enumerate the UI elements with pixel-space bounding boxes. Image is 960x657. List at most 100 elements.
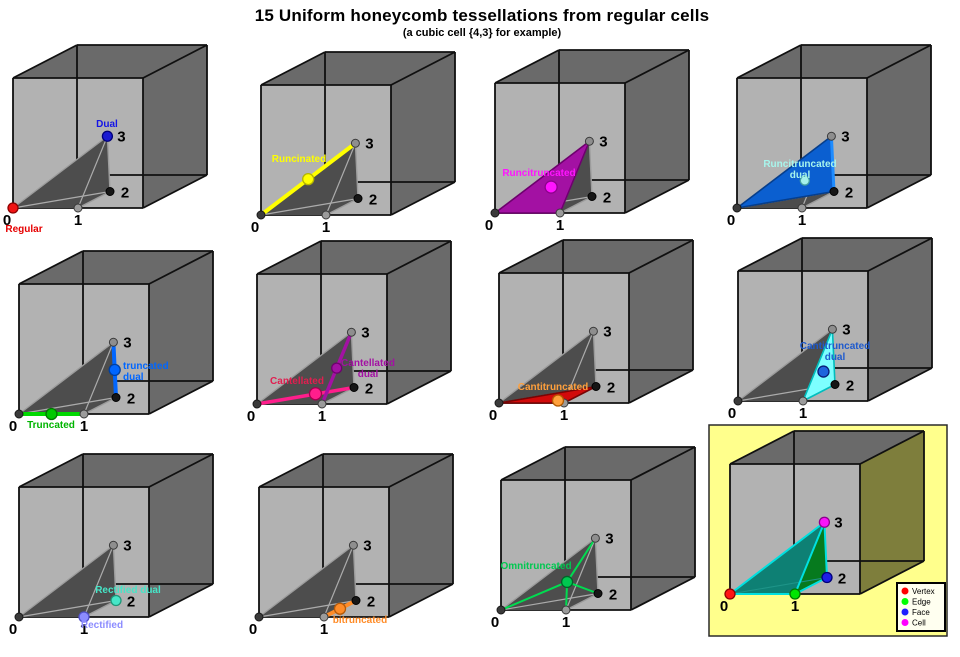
construction-label: Runcitruncated bbox=[763, 159, 836, 170]
tetra-edge bbox=[18, 341, 115, 415]
vertex-dot-1 bbox=[73, 203, 83, 213]
highlight-dot bbox=[818, 516, 831, 528]
highlight-dot bbox=[560, 575, 574, 589]
tetra-edge bbox=[794, 521, 826, 595]
cube-face-left bbox=[13, 45, 77, 208]
vertex-number-label: 0 bbox=[728, 405, 736, 422]
vertex-number-label: 1 bbox=[322, 219, 330, 236]
cube-face-left bbox=[19, 251, 83, 414]
cube-edge bbox=[142, 174, 208, 209]
vertex-number-label: 0 bbox=[9, 418, 17, 435]
vertex-number-label: 0 bbox=[727, 212, 735, 229]
vertex-dot-1 bbox=[798, 396, 808, 406]
cube-edge bbox=[859, 430, 925, 465]
vertex-dot-0 bbox=[490, 208, 500, 218]
tetra-edge bbox=[258, 544, 355, 618]
vertex-number-label: 1 bbox=[560, 407, 568, 424]
construction-label: Runcitruncated bbox=[502, 168, 575, 179]
vertex-dot-3 bbox=[827, 324, 837, 334]
highlight-dot bbox=[302, 172, 315, 186]
vertex-dot-0 bbox=[496, 605, 506, 615]
cube-face-right bbox=[868, 238, 932, 401]
vertex-number-label: 0 bbox=[3, 212, 11, 229]
vertex-number-label: 1 bbox=[320, 621, 328, 638]
cube-face-left bbox=[730, 431, 794, 594]
vertex-dot-2 bbox=[353, 194, 363, 203]
tetra-edge bbox=[83, 396, 117, 415]
panel-runcinated: 0 1 2 3 Runcinated bbox=[251, 51, 456, 236]
cube-face-left bbox=[259, 454, 323, 617]
cube-edge bbox=[624, 179, 690, 214]
tetra-edge bbox=[801, 190, 835, 209]
cube-edge bbox=[18, 453, 84, 488]
cube-edge bbox=[628, 239, 694, 274]
cube-face-right bbox=[149, 251, 213, 414]
vertex-dot-1 bbox=[561, 605, 571, 615]
cube-edge bbox=[630, 576, 696, 611]
tetra-edge bbox=[321, 386, 355, 405]
vertex-dot-3 bbox=[108, 337, 118, 347]
tetra-edge bbox=[729, 521, 826, 595]
cube-edge bbox=[390, 51, 456, 86]
cube-face-left bbox=[738, 238, 802, 401]
vertex-number-label: 1 bbox=[318, 408, 326, 425]
legend-dot-edge bbox=[901, 598, 909, 605]
tetra-edge bbox=[565, 592, 599, 611]
vertex-number-label: 0 bbox=[485, 217, 493, 234]
construction-label: Runcinated bbox=[272, 154, 326, 165]
tetra-edge bbox=[498, 330, 595, 404]
vertex-dot-0 bbox=[252, 399, 262, 409]
vertex-number-label: 0 bbox=[247, 408, 255, 425]
vertex-dot-3 bbox=[108, 540, 118, 550]
cube-face-right bbox=[143, 45, 207, 208]
cube-face-right bbox=[631, 447, 695, 610]
legend-dot-face bbox=[901, 608, 909, 616]
vertex-number-label: 2 bbox=[121, 185, 129, 202]
vertex-number-label: 2 bbox=[845, 185, 853, 202]
vertex-number-label: 2 bbox=[838, 571, 846, 588]
vertex-number-label: 3 bbox=[599, 133, 607, 150]
vertex-number-label: 3 bbox=[363, 537, 371, 554]
cube-face-right bbox=[149, 454, 213, 617]
vertex-number-label: 0 bbox=[9, 621, 17, 638]
face-highlight bbox=[498, 385, 597, 404]
vertex-number-label: 3 bbox=[365, 135, 373, 152]
cube-edge bbox=[386, 370, 452, 405]
cube-edge bbox=[12, 44, 78, 79]
cube-face-left bbox=[495, 50, 559, 213]
construction-label: Dual bbox=[96, 119, 118, 130]
vertex-number-label: 3 bbox=[123, 537, 131, 554]
highlight-dot bbox=[78, 611, 90, 623]
cube-face-right bbox=[629, 240, 693, 403]
cube-edge bbox=[142, 44, 208, 79]
cube-edge bbox=[737, 237, 803, 272]
tetra-edge bbox=[12, 190, 111, 209]
construction-label: Truncated bbox=[27, 420, 75, 431]
vertex-number-label: 1 bbox=[556, 217, 564, 234]
highlight-dot bbox=[544, 180, 558, 194]
vertex-dot-2 bbox=[593, 589, 603, 598]
vertex-dot-2 bbox=[591, 382, 601, 391]
vertex-number-label: 0 bbox=[491, 614, 499, 631]
vertex-number-label: 1 bbox=[80, 418, 88, 435]
highlight-dot bbox=[331, 362, 343, 374]
vertex-dot-2 bbox=[830, 380, 840, 389]
cube-edge bbox=[624, 49, 690, 84]
vertex-number-label: 0 bbox=[489, 407, 497, 424]
vertex-number-label: 3 bbox=[123, 334, 131, 351]
vertex-dot-3 bbox=[350, 138, 360, 148]
construction-label: dual bbox=[825, 352, 846, 363]
vertex-dot-2 bbox=[587, 192, 597, 201]
cube-edge bbox=[866, 44, 932, 79]
cube-face-left bbox=[499, 240, 563, 403]
edge-highlight bbox=[255, 385, 356, 406]
face-highlight bbox=[801, 328, 836, 403]
face-highlight bbox=[492, 138, 592, 214]
cube-face-right bbox=[860, 431, 924, 594]
vertex-dot-2 bbox=[829, 187, 839, 196]
vertex-dot-2 bbox=[351, 596, 361, 605]
